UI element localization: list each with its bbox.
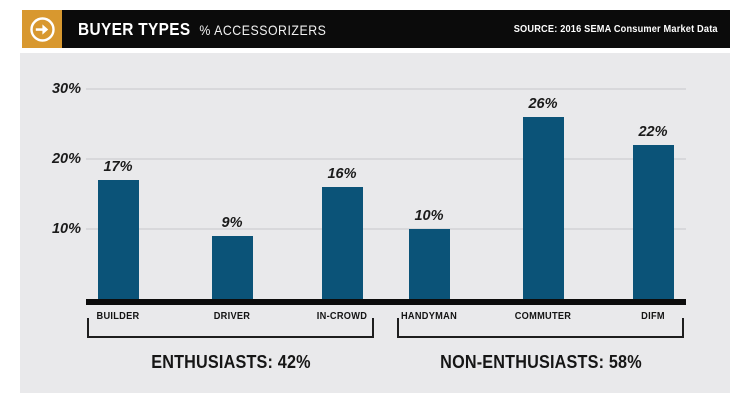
page-title: BUYER TYPES [78, 18, 191, 39]
chart-panel [20, 53, 730, 393]
header-bar: BUYER TYPES % ACCESSORIZERS SOURCE: 2016… [62, 10, 730, 48]
source-credit: SOURCE: 2016 SEMA Consumer Market Data [513, 23, 718, 35]
page-subtitle: % ACCESSORIZERS [199, 21, 327, 38]
header-title-group: BUYER TYPES % ACCESSORIZERS [78, 19, 326, 40]
arrow-right-icon [22, 10, 62, 48]
arrow-right-icon-glyph [29, 16, 55, 42]
